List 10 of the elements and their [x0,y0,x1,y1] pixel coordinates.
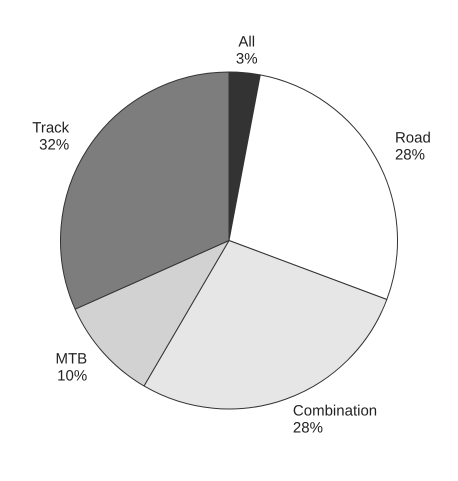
slice-label: Combination [292,402,378,420]
data-label: 3% [236,50,258,68]
data-label: 28% [394,146,425,164]
data-label: 32% [39,136,70,154]
data-label: 28% [292,420,323,437]
slice-label: All [238,33,256,50]
slice-label: Track [32,119,70,136]
slice-label: MTB [55,350,88,368]
slice-label: Road [394,130,431,147]
data-label: 10% [57,367,88,384]
